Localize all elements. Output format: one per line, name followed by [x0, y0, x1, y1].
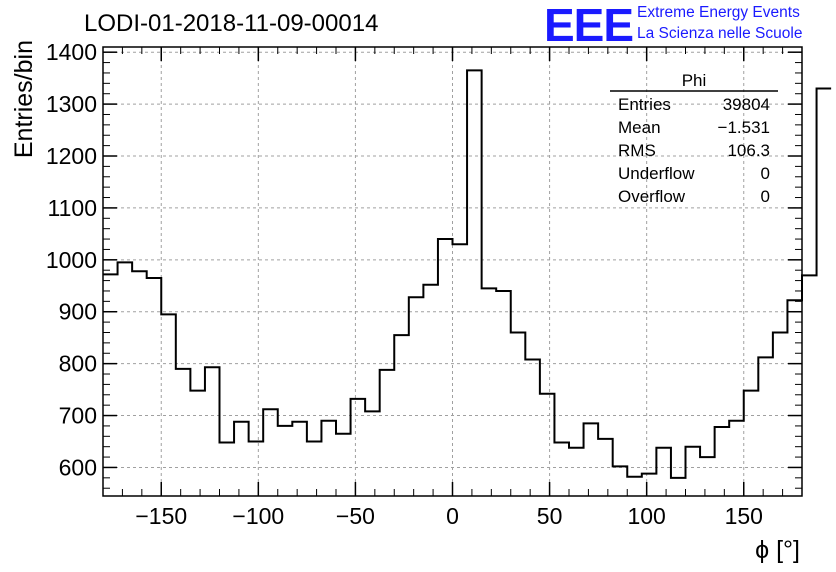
histogram-bin [729, 421, 744, 496]
y-axis-label: Entries/bin [10, 40, 38, 158]
histogram-bin [263, 409, 278, 496]
histogram-line [103, 69, 832, 479]
histogram-bin [817, 89, 832, 496]
x-tick-label: −50 [336, 503, 375, 529]
eee-logo: EEE [544, 0, 634, 51]
stats-entries-value: 39804 [723, 95, 770, 114]
histogram-bin [496, 291, 511, 496]
histogram-bin [161, 314, 176, 496]
histogram-bin [700, 457, 715, 496]
histogram-bin [773, 332, 788, 496]
histogram-bin [380, 370, 395, 496]
histogram-bin [569, 448, 584, 496]
y-tick-label: 1200 [46, 143, 97, 169]
y-tick-label: 800 [59, 351, 97, 377]
stats-entries-label: Entries [618, 95, 671, 114]
histogram-bin [627, 477, 642, 496]
histogram-bin [394, 335, 409, 496]
histogram-bin [234, 422, 249, 496]
histogram-bin [249, 441, 264, 496]
histogram-bin [511, 332, 526, 496]
y-tick-label: 700 [59, 403, 97, 429]
stats-underflow-value: 0 [761, 164, 770, 183]
stats-title: Phi [682, 71, 707, 90]
histogram-bin [205, 367, 220, 496]
x-tick-label: 0 [446, 503, 459, 529]
histogram-bin [365, 411, 380, 496]
histogram-bin [584, 423, 599, 496]
histogram-bin [351, 399, 366, 496]
stats-overflow-value: 0 [761, 187, 770, 206]
y-tick-label: 1300 [46, 91, 97, 117]
logo-line-2: La Scienza nelle Scuole [637, 25, 803, 42]
run-title: LODI-01-2018-11-09-00014 [84, 10, 379, 37]
histogram-bin [423, 285, 438, 496]
stats-rms-label: RMS [618, 141, 656, 160]
stats-rms-value: 106.3 [727, 141, 770, 160]
histogram-bin [307, 441, 322, 496]
histogram-bin [540, 394, 555, 496]
histogram-bin [554, 443, 569, 496]
stats-underflow-label: Underflow [618, 164, 695, 183]
histogram-bin [336, 434, 351, 496]
histogram-bin [453, 244, 468, 496]
histogram-bin [787, 300, 802, 496]
x-tick-label: −100 [232, 503, 284, 529]
histogram-bin [103, 274, 118, 496]
histogram-bin [715, 427, 730, 496]
histogram-bin [671, 478, 686, 496]
histogram-bin [190, 391, 205, 496]
stats-overflow-label: Overflow [618, 187, 686, 206]
histogram-bin [613, 466, 628, 496]
histogram-bin [147, 278, 162, 496]
axis-ticks [103, 47, 802, 496]
x-tick-label: 150 [725, 503, 763, 529]
histogram-bin [656, 448, 671, 496]
histogram-bin [292, 422, 307, 496]
y-tick-label: 900 [59, 299, 97, 325]
x-tick-label: −150 [135, 503, 187, 529]
histogram-bin [438, 239, 453, 496]
x-tick-label: 50 [537, 503, 563, 529]
histogram-bin [802, 275, 817, 496]
histogram-bin [118, 262, 133, 496]
stats-mean-label: Mean [618, 118, 661, 137]
histogram-bin [278, 426, 293, 496]
histogram-bin [321, 421, 336, 496]
x-tick-label: 100 [627, 503, 665, 529]
y-tick-label: 1400 [46, 39, 97, 65]
histogram-bin [642, 474, 657, 496]
histogram-bin [176, 369, 191, 496]
histogram-bin [220, 443, 235, 496]
stats-box: Phi Entries 39804 Mean −1.531 RMS 106.3 … [610, 71, 778, 206]
y-tick-label: 1100 [48, 195, 97, 221]
histogram-bin [409, 297, 424, 496]
y-tick-label: 600 [59, 454, 97, 480]
histogram-bin [744, 391, 759, 496]
histogram-bin [482, 288, 497, 496]
histogram-bin [686, 447, 701, 496]
histogram-bin [132, 271, 147, 496]
logo-line-1: Extreme Energy Events [637, 4, 800, 21]
histogram-bin [598, 439, 613, 496]
x-axis-label: ϕ [°] [755, 536, 800, 564]
y-tick-label: 1000 [46, 247, 97, 273]
histogram-bin [525, 359, 540, 496]
stats-mean-value: −1.531 [718, 118, 770, 137]
histogram-bin [758, 357, 773, 496]
histogram-bin [467, 70, 482, 496]
